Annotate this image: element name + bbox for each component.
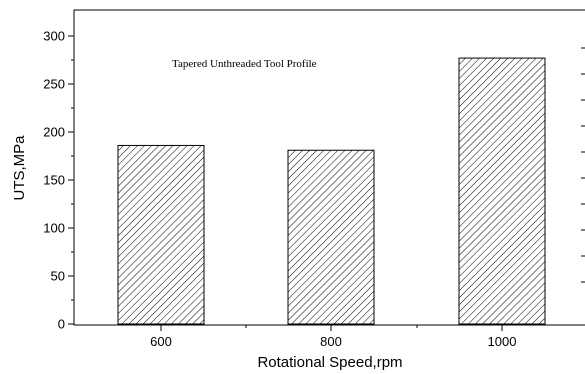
x-axis: 600 800 1000 (150, 325, 516, 349)
y-tick-label: 0 (58, 317, 65, 332)
chart-annotation: Tapered Unthreaded Tool Profile (172, 58, 317, 70)
y-tick-label: 250 (43, 77, 65, 92)
y-tick-label: 200 (43, 125, 65, 140)
bar-600-rpm (117, 144, 205, 325)
bar-800-rpm (287, 149, 375, 325)
x-tick-label: 800 (320, 334, 342, 349)
y-tick-label: 150 (43, 173, 65, 188)
y-tick-label: 50 (51, 269, 65, 284)
y-axis-title: UTS,MPa (11, 135, 28, 201)
x-tick-label: 1000 (488, 334, 517, 349)
y-tick-label: 100 (43, 221, 65, 236)
bar-1000-rpm (458, 57, 546, 325)
bar-series (117, 57, 546, 325)
y-axis: 0 50 100 150 200 250 300 (43, 29, 74, 332)
y-tick-label: 300 (43, 29, 65, 44)
x-tick-label: 600 (150, 334, 172, 349)
x-axis-title: Rotational Speed,rpm (257, 354, 402, 371)
plot-frame (73, 9, 585, 326)
right-edge-ticks (581, 47, 585, 283)
